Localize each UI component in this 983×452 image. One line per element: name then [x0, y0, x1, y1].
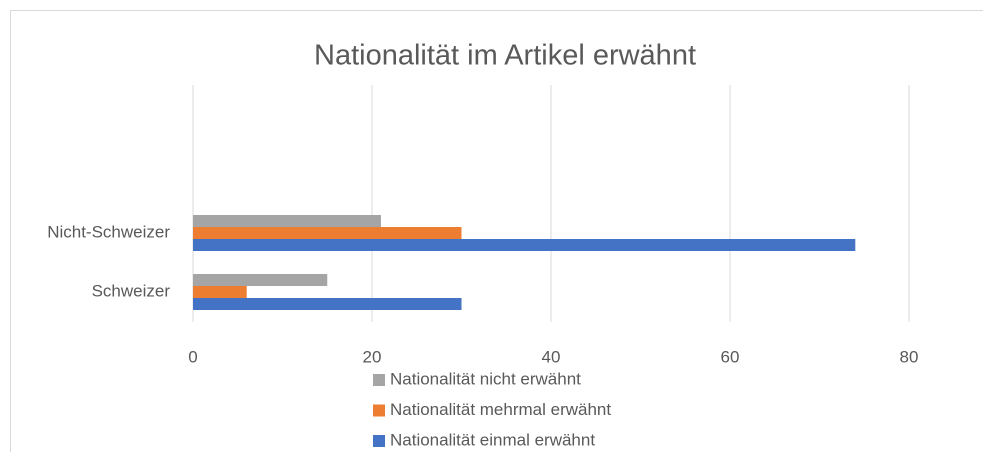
chart-border [10, 10, 983, 452]
x-tick-label: 80 [900, 347, 919, 366]
x-tick-label: 0 [188, 347, 197, 366]
bar [193, 227, 462, 239]
chart-title: Nationalität im Artikel erwähnt [314, 40, 696, 72]
bar [193, 274, 328, 286]
legend-label: Nationalität nicht erwähnt [390, 369, 581, 388]
x-tick-label: 40 [542, 347, 561, 366]
legend-label: Nationalität mehrmal erwähnt [390, 400, 611, 419]
legend-label: Nationalität einmal erwähnt [390, 430, 595, 449]
bar [193, 298, 462, 310]
bar [193, 286, 247, 298]
bar [193, 239, 856, 251]
legend-swatch [373, 374, 385, 386]
x-tick-label: 60 [721, 347, 740, 366]
bar [193, 215, 381, 227]
legend-swatch [373, 435, 385, 447]
x-tick-label: 20 [363, 347, 382, 366]
y-tick-label: Schweizer [92, 281, 171, 300]
y-tick-label: Nicht-Schweizer [47, 222, 170, 241]
legend-swatch [373, 404, 385, 417]
